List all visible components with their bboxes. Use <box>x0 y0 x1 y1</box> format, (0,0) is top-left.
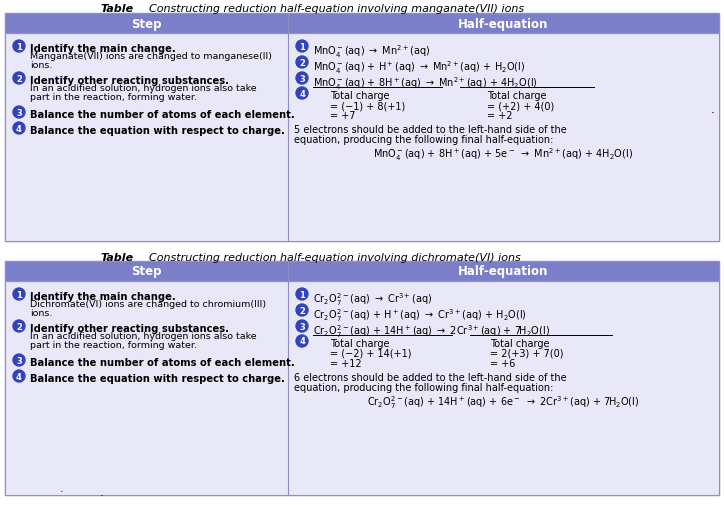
Text: .: . <box>711 103 715 116</box>
Text: .: . <box>60 483 64 493</box>
Text: 4: 4 <box>299 337 305 346</box>
Text: Balance the number of atoms of each element.: Balance the number of atoms of each elem… <box>30 357 295 367</box>
Circle shape <box>13 370 25 382</box>
Circle shape <box>296 73 308 85</box>
Text: 5 electrons should be added to the left-hand side of the: 5 electrons should be added to the left-… <box>294 125 567 135</box>
Text: Step: Step <box>131 265 161 278</box>
Text: 2: 2 <box>299 306 305 315</box>
Text: Cr$_2$O$_7^{2-}$(aq) + 14H$^+$(aq) + 6e$^-$ $\rightarrow$ 2Cr$^{3+}$(aq) + 7H$_2: Cr$_2$O$_7^{2-}$(aq) + 14H$^+$(aq) + 6e$… <box>367 393 640 410</box>
Text: equation, producing the following final half-equation:: equation, producing the following final … <box>294 135 553 145</box>
Text: Balance the equation with respect to charge.: Balance the equation with respect to cha… <box>30 373 285 383</box>
Text: 4: 4 <box>16 372 22 381</box>
Text: equation, producing the following final half-equation:: equation, producing the following final … <box>294 382 553 392</box>
Text: Constructing reduction half-equation involving dichromate(VI) ions: Constructing reduction half-equation inv… <box>135 252 521 263</box>
Text: part in the reaction, forming water.: part in the reaction, forming water. <box>30 93 197 102</box>
Text: 3: 3 <box>16 108 22 117</box>
Circle shape <box>13 41 25 53</box>
Text: 3: 3 <box>16 356 22 365</box>
FancyBboxPatch shape <box>5 262 719 495</box>
Text: 4: 4 <box>299 89 305 98</box>
Circle shape <box>296 335 308 347</box>
Circle shape <box>13 288 25 300</box>
Text: MnO$_4^-$(aq) + 8H$^+$(aq) + 5e$^-$ $\rightarrow$ Mn$^{2+}$(aq) + 4H$_2$O(l): MnO$_4^-$(aq) + 8H$^+$(aq) + 5e$^-$ $\ri… <box>374 146 634 163</box>
FancyBboxPatch shape <box>5 14 719 34</box>
Circle shape <box>13 73 25 85</box>
Text: Identify the main change.: Identify the main change. <box>30 291 176 301</box>
Text: 1: 1 <box>16 42 22 52</box>
Text: Dichromate(VI) ions are changed to chromium(III): Dichromate(VI) ions are changed to chrom… <box>30 299 266 309</box>
FancyBboxPatch shape <box>5 262 719 281</box>
Text: Identify other reacting substances.: Identify other reacting substances. <box>30 323 229 333</box>
Text: Total charge: Total charge <box>487 91 547 101</box>
Circle shape <box>13 355 25 366</box>
Text: In an acidified solution, hydrogen ions also take: In an acidified solution, hydrogen ions … <box>30 84 256 93</box>
Circle shape <box>296 88 308 100</box>
Text: 3: 3 <box>299 74 305 83</box>
Text: Manganate(VII) ions are changed to manganese(II): Manganate(VII) ions are changed to manga… <box>30 52 272 61</box>
Circle shape <box>13 107 25 119</box>
Text: Total charge: Total charge <box>490 338 550 348</box>
Text: 2: 2 <box>299 59 305 67</box>
Circle shape <box>296 288 308 300</box>
Text: .: . <box>100 487 104 497</box>
Text: Table: Table <box>100 4 133 14</box>
Text: Total charge: Total charge <box>330 91 390 101</box>
Text: = +6: = +6 <box>490 358 515 368</box>
Text: Identify the main change.: Identify the main change. <box>30 43 176 54</box>
Text: Step: Step <box>131 18 161 30</box>
Text: = (−1) + 8(+1): = (−1) + 8(+1) <box>330 101 405 111</box>
Text: Half-equation: Half-equation <box>458 18 549 30</box>
Text: Balance the equation with respect to charge.: Balance the equation with respect to cha… <box>30 125 285 135</box>
Text: = +7: = +7 <box>330 111 355 121</box>
Text: MnO$_4^-$(aq) + 8H$^+$(aq) $\rightarrow$ Mn$^{2+}$(aq) + 4H$_2$O(l): MnO$_4^-$(aq) + 8H$^+$(aq) $\rightarrow$… <box>313 75 538 92</box>
Text: 2: 2 <box>16 74 22 83</box>
Text: = +12: = +12 <box>330 358 361 368</box>
Text: Table: Table <box>100 252 133 263</box>
Text: Half-equation: Half-equation <box>458 265 549 278</box>
Text: Cr$_2$O$_7^{2-}$(aq) + H$^+$(aq) $\rightarrow$ Cr$^{3+}$(aq) + H$_2$O(l): Cr$_2$O$_7^{2-}$(aq) + H$^+$(aq) $\right… <box>313 307 527 324</box>
Circle shape <box>296 57 308 69</box>
Text: Constructing reduction half-equation involving manganate(VII) ions: Constructing reduction half-equation inv… <box>135 4 524 14</box>
Text: 6 electrons should be added to the left-hand side of the: 6 electrons should be added to the left-… <box>294 372 567 382</box>
Text: Balance the number of atoms of each element.: Balance the number of atoms of each elem… <box>30 109 295 119</box>
Circle shape <box>13 320 25 332</box>
Text: MnO$_4^-$(aq) $\rightarrow$ Mn$^{2+}$(aq): MnO$_4^-$(aq) $\rightarrow$ Mn$^{2+}$(aq… <box>313 43 431 60</box>
Circle shape <box>296 305 308 316</box>
Text: 4: 4 <box>16 124 22 133</box>
Text: Cr$_2$O$_7^{2-}$(aq) + 14H$^+$(aq) $\rightarrow$ 2Cr$^{3+}$(aq) + 7H$_2$O(l): Cr$_2$O$_7^{2-}$(aq) + 14H$^+$(aq) $\rig… <box>313 323 550 340</box>
Text: part in the reaction, forming water.: part in the reaction, forming water. <box>30 340 197 349</box>
Text: In an acidified solution, hydrogen ions also take: In an acidified solution, hydrogen ions … <box>30 331 256 340</box>
Text: Identify other reacting substances.: Identify other reacting substances. <box>30 75 229 85</box>
Text: = (−2) + 14(+1): = (−2) + 14(+1) <box>330 348 411 358</box>
Circle shape <box>13 123 25 135</box>
Text: = 2(+3) + 7(0): = 2(+3) + 7(0) <box>490 348 563 358</box>
Text: Total charge: Total charge <box>330 338 390 348</box>
FancyBboxPatch shape <box>5 14 719 241</box>
Text: = (+2) + 4(0): = (+2) + 4(0) <box>487 101 555 111</box>
Circle shape <box>296 320 308 332</box>
Circle shape <box>296 41 308 53</box>
Text: 2: 2 <box>16 322 22 331</box>
Text: ions.: ions. <box>30 61 52 70</box>
Text: 1: 1 <box>299 290 305 299</box>
Text: 1: 1 <box>299 42 305 52</box>
Text: Cr$_2$O$_7^{2-}$(aq) $\rightarrow$ Cr$^{3+}$(aq): Cr$_2$O$_7^{2-}$(aq) $\rightarrow$ Cr$^{… <box>313 291 432 308</box>
Text: MnO$_4^-$(aq) + H$^+$(aq) $\rightarrow$ Mn$^{2+}$(aq) + H$_2$O(l): MnO$_4^-$(aq) + H$^+$(aq) $\rightarrow$ … <box>313 60 526 76</box>
Text: 3: 3 <box>299 322 305 331</box>
Text: ions.: ions. <box>30 309 52 317</box>
Text: 1: 1 <box>16 290 22 299</box>
FancyBboxPatch shape <box>5 34 719 241</box>
FancyBboxPatch shape <box>5 281 719 495</box>
Text: = +2: = +2 <box>487 111 513 121</box>
